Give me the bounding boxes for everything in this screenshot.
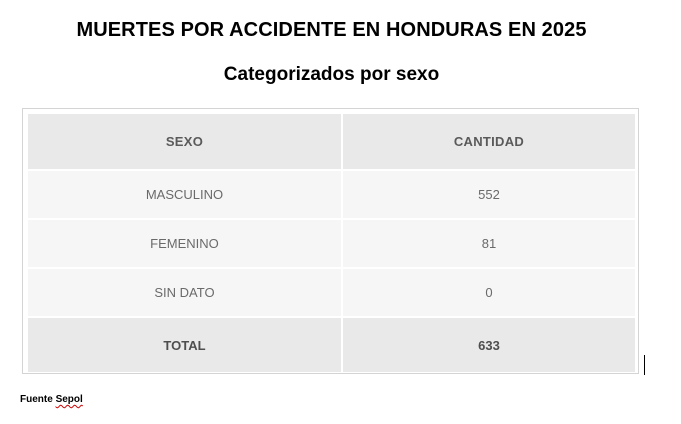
data-table-frame: SEXO CANTIDAD MASCULINO 552 FEMENINO 81 … xyxy=(22,108,639,374)
header-cantidad: CANTIDAD xyxy=(342,114,635,169)
row-sexo-cell: FEMENINO xyxy=(28,220,341,267)
row-cantidad-cell: 0 xyxy=(342,269,635,316)
total-label-cell: TOTAL xyxy=(28,318,341,372)
page-subtitle: Categorizados por sexo xyxy=(223,64,440,85)
row-sexo-cell: MASCULINO xyxy=(28,171,341,218)
table-row: SIN DATO 0 xyxy=(28,269,635,316)
deaths-by-sex-table: SEXO CANTIDAD MASCULINO 552 FEMENINO 81 … xyxy=(26,112,637,374)
total-value-cell: 633 xyxy=(342,318,635,372)
header-sexo: SEXO xyxy=(28,114,341,169)
table-row: FEMENINO 81 xyxy=(28,220,635,267)
source-name: Sepol xyxy=(55,394,83,405)
table-row: MASCULINO 552 xyxy=(28,171,635,218)
row-cantidad-cell: 81 xyxy=(342,220,635,267)
row-cantidad-cell: 552 xyxy=(342,171,635,218)
text-cursor xyxy=(644,355,645,375)
source-note: Fuente Sepol xyxy=(20,394,83,405)
source-prefix: Fuente xyxy=(20,394,53,405)
row-sexo-cell: SIN DATO xyxy=(28,269,341,316)
page-title: MUERTES POR ACCIDENTE EN HONDURAS EN 202… xyxy=(76,19,587,41)
table-header-row: SEXO CANTIDAD xyxy=(28,114,635,169)
table-total-row: TOTAL 633 xyxy=(28,318,635,372)
